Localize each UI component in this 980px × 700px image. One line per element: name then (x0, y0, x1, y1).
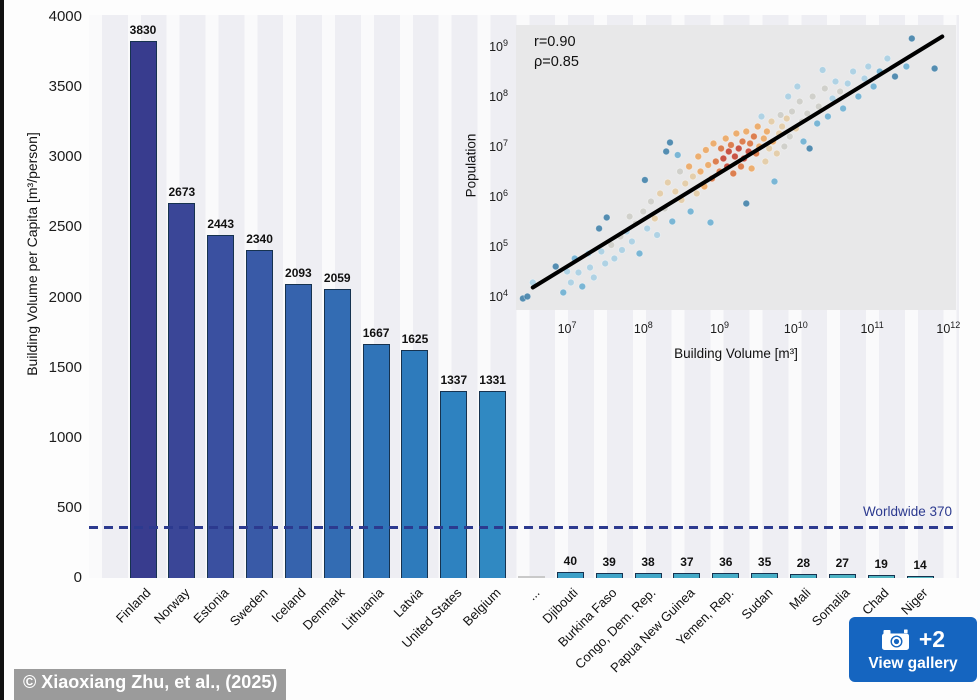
y-tick: 2000 (48, 288, 82, 306)
y-tick: 1000 (48, 428, 82, 446)
inset-x-tick: 107 (557, 319, 577, 336)
bar-Papua New Guinea (673, 572, 701, 578)
bar-Djibouti (556, 572, 584, 578)
pearson-r: r=0.90 (534, 34, 576, 50)
inset-x-axis-title: Building Volume [m³] (674, 346, 798, 361)
inset-x-tick: 109 (710, 319, 730, 336)
bar-value-label: 14 (913, 558, 927, 573)
bar-Burkina Faso (595, 572, 623, 578)
bar-Norway (168, 203, 196, 578)
fit-line (530, 34, 945, 290)
bar-Chad (867, 575, 895, 578)
bar-value-label: 37 (680, 554, 694, 569)
scatter-inset: r=0.90 ρ=0.85 (516, 25, 956, 310)
y-tick: 2500 (48, 218, 82, 236)
spearman-rho: ρ=0.85 (534, 53, 579, 70)
bar-value-label: 19 (874, 557, 888, 572)
y-tick: 500 (56, 498, 82, 516)
bar-value-label: 2340 (246, 231, 273, 246)
bar-Latvia (401, 350, 429, 578)
bar-value-label: 38 (641, 554, 655, 569)
bar-value-label: 40 (563, 554, 578, 569)
inset-x-tick: 1010 (783, 319, 808, 336)
inset-y-tick: 108 (489, 87, 508, 104)
bar-Sweden (246, 249, 274, 578)
bar-Iceland (284, 284, 312, 578)
bar-value-label: 2059 (323, 271, 351, 286)
y-tick: 0 (73, 569, 82, 586)
inset-y-tick: 104 (489, 287, 508, 304)
bar-Estonia (207, 235, 235, 578)
inset-y-tick: 109 (489, 37, 508, 54)
bar-Mali (789, 574, 817, 578)
view-gallery-button[interactable]: +2 View gallery (849, 617, 977, 682)
scatter-points (519, 34, 945, 303)
bar-value-label: 1331 (479, 373, 506, 388)
y-tick: 3000 (48, 148, 82, 166)
inset-y-axis-title: Population (463, 133, 479, 198)
bar-value-label: 2443 (207, 217, 235, 232)
inset-y-tick: 105 (489, 237, 508, 254)
y-axis-title: Building Volume per Capita [m³/person] (24, 132, 40, 376)
bar-Lithuania (362, 344, 390, 578)
bar-value-label: 39 (602, 554, 616, 569)
bar-value-label: 2093 (285, 266, 312, 281)
bar-value-label: 27 (835, 556, 849, 571)
inset-x-tick: 1012 (936, 319, 961, 336)
inset-y-tick: 106 (489, 187, 508, 204)
correlation-annotation: r=0.90 ρ=0.85 (534, 33, 579, 72)
inset-x-tick: 1011 (860, 319, 884, 336)
bar-Sudan (751, 573, 779, 578)
gallery-button-label: View gallery (868, 655, 958, 672)
bar-Denmark (323, 289, 351, 578)
bar-Somalia (828, 574, 856, 578)
bar-value-label: 1337 (440, 372, 468, 387)
bar-Finland (129, 40, 157, 578)
bar-value-label: 36 (719, 554, 733, 569)
y-tick: 1500 (48, 358, 82, 376)
gallery-photo-count: +2 (918, 626, 946, 652)
worldwide-reference-line (89, 526, 959, 529)
bar-Yemen, Rep. (712, 572, 740, 578)
inset-y-tick: 107 (489, 137, 508, 154)
inset-x-tick: 108 (633, 319, 653, 336)
bar-United States (440, 390, 468, 578)
bar-value-label: 28 (796, 556, 811, 571)
bar-value-label: 3830 (129, 22, 157, 37)
bar-... (518, 576, 545, 578)
y-tick: 3500 (48, 78, 82, 96)
bar-Belgium (479, 391, 507, 578)
worldwide-reference-label: Worldwide 370 (862, 504, 952, 520)
y-tick: 4000 (48, 8, 82, 25)
bar-value-label: 1625 (401, 332, 429, 347)
bar-Congo, Dem. Rep. (634, 572, 662, 578)
bar-value-label: 35 (757, 555, 772, 570)
bar-value-label: 1667 (362, 326, 390, 341)
bar-Niger (906, 576, 934, 578)
image-credit: © Xiaoxiang Zhu, et al., (2025) (14, 669, 287, 700)
bar-value-label: 2673 (168, 185, 196, 200)
camera-icon (881, 628, 911, 652)
